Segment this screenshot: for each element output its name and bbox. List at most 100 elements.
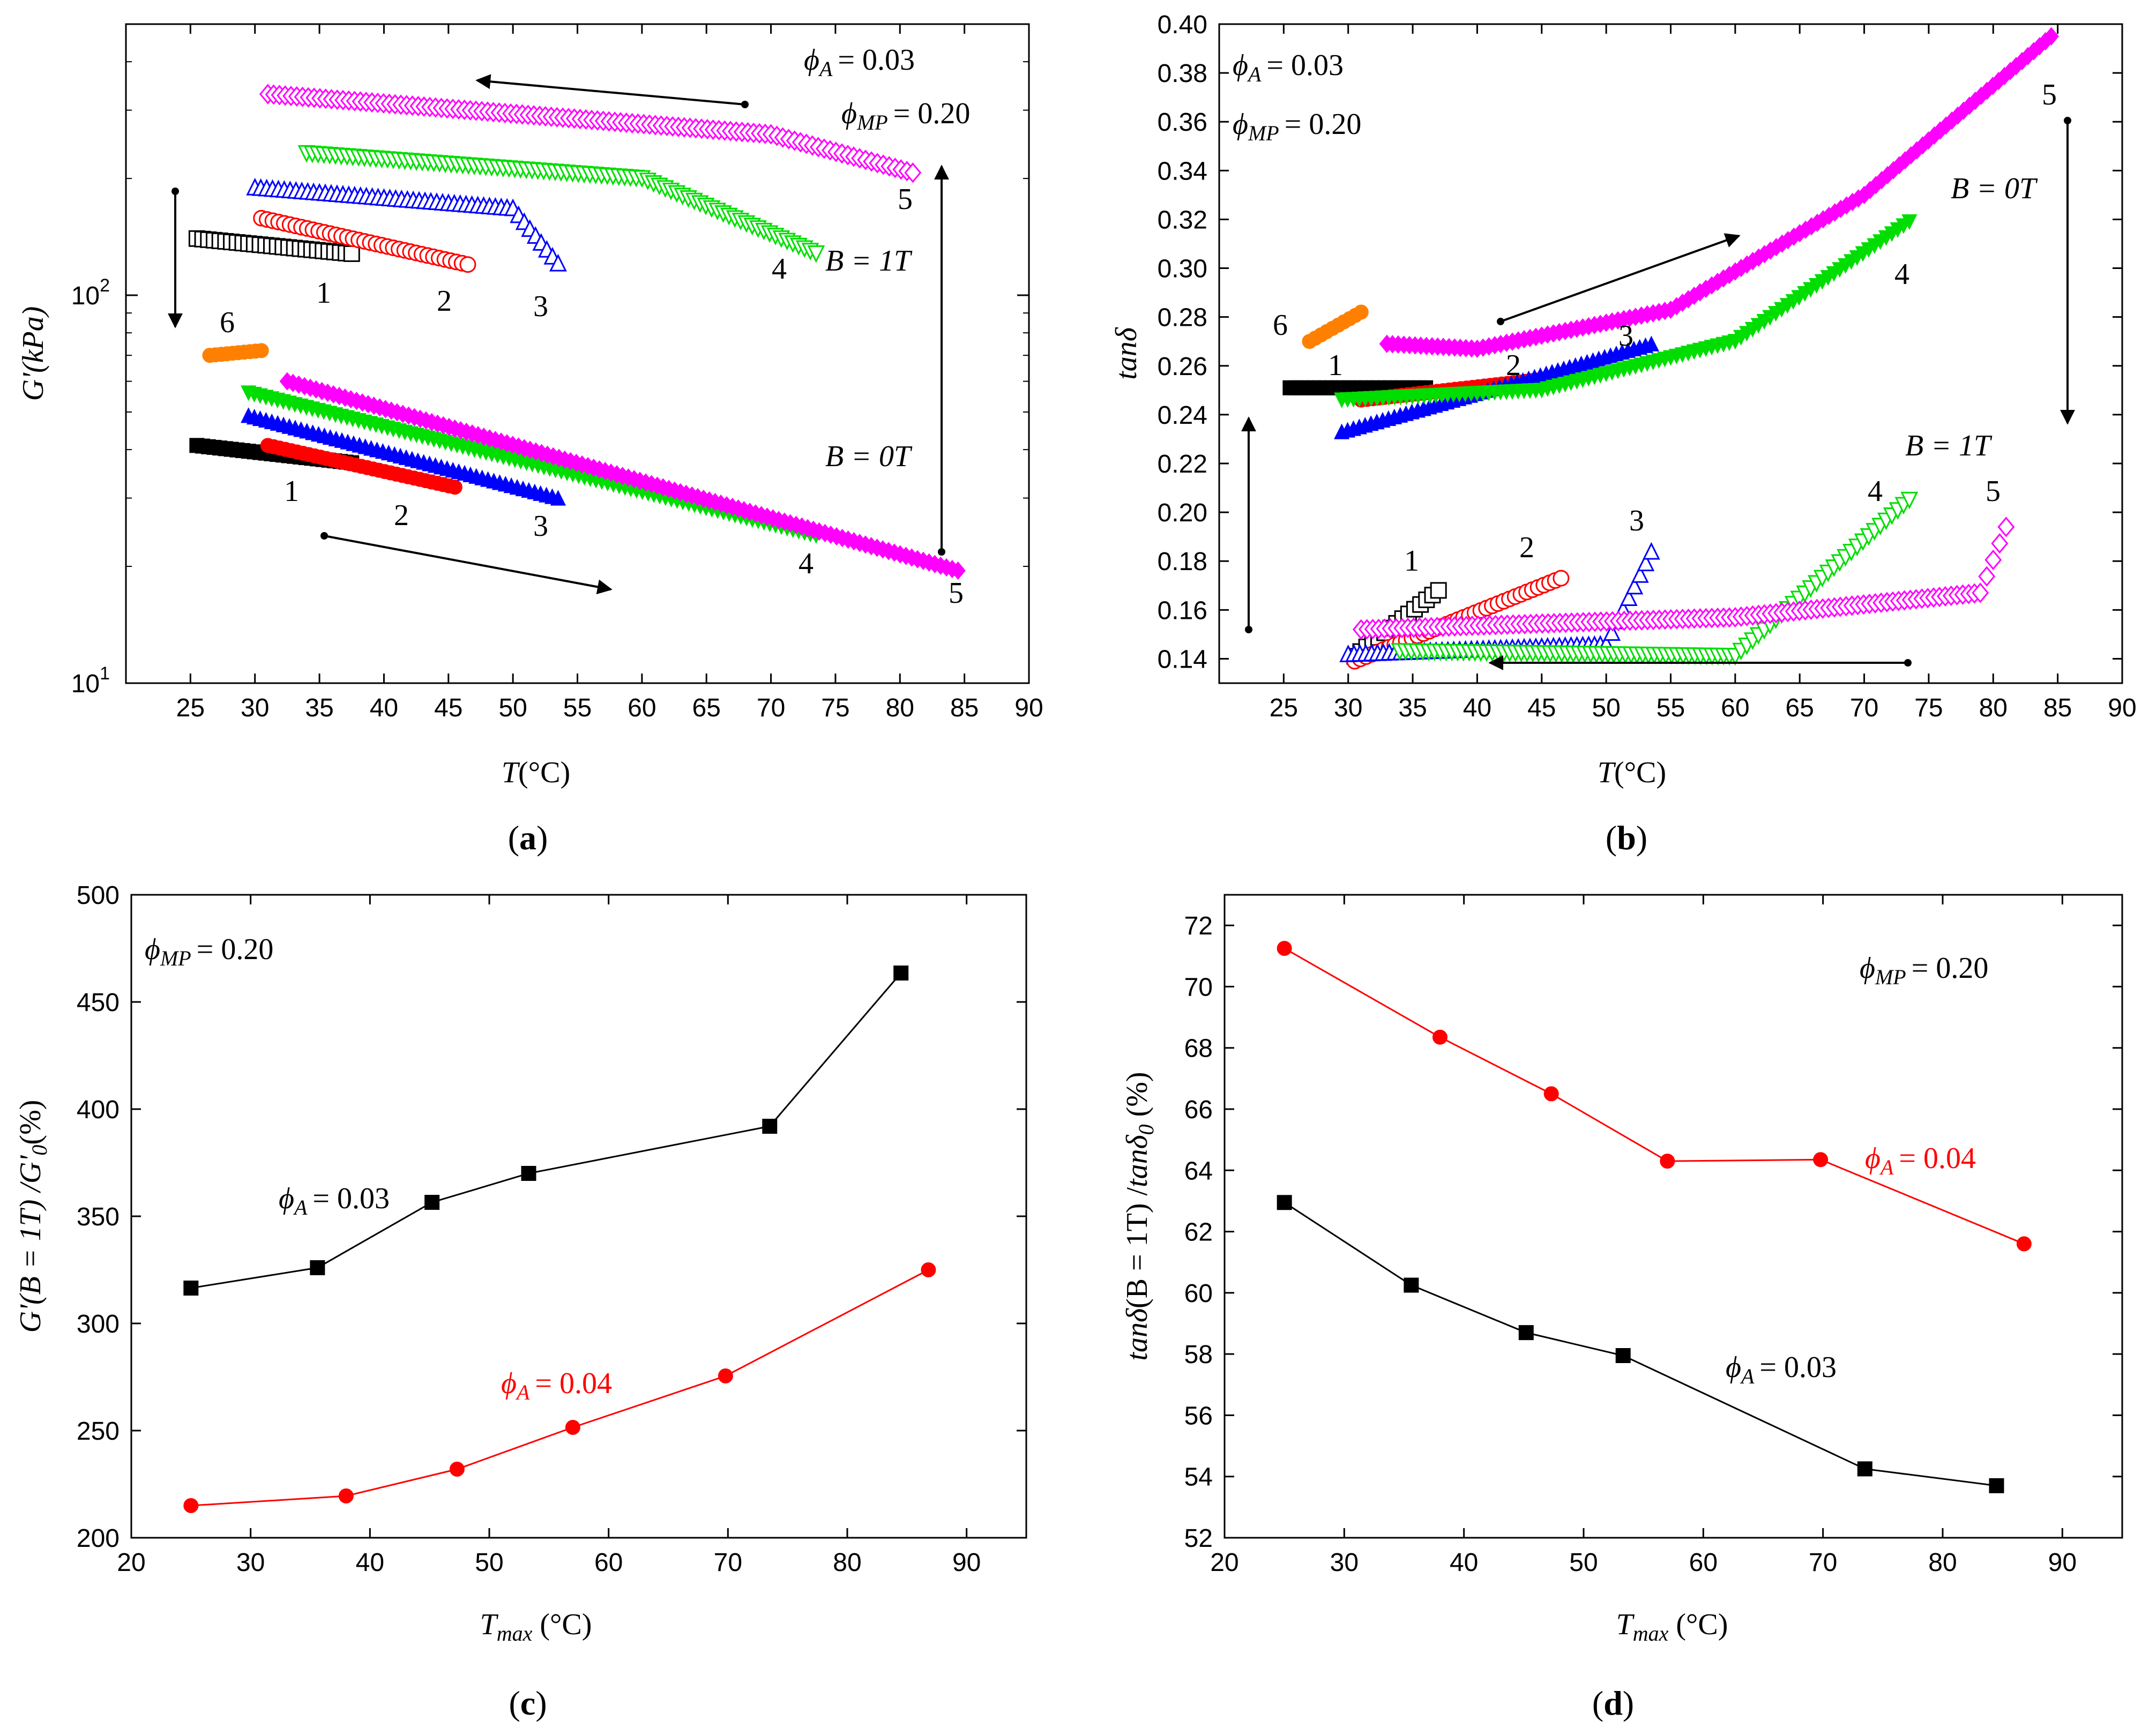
y-tick-label: 300 xyxy=(77,1310,120,1338)
x-tick-label: 30 xyxy=(1330,1548,1359,1577)
data-point xyxy=(1518,1325,1534,1341)
data-point xyxy=(1430,582,1447,599)
data-point xyxy=(2016,1236,2032,1252)
data-point xyxy=(921,1262,936,1277)
data-point xyxy=(950,561,966,580)
x-tick-label: 90 xyxy=(2108,694,2136,722)
data-point xyxy=(343,245,360,262)
data-point xyxy=(1972,582,1989,603)
data-point xyxy=(1553,570,1570,587)
x-tick-label: 65 xyxy=(1786,694,1814,722)
data-point xyxy=(893,966,909,981)
y-tick-label: 350 xyxy=(77,1203,120,1231)
label-3-1t: 3 xyxy=(533,290,548,323)
data-point xyxy=(183,1498,199,1513)
y-tick-label: 200 xyxy=(77,1524,120,1553)
x-tick-label: 40 xyxy=(356,1548,384,1577)
panel-b-curve-labels: 1 2 3 4 5 6 1 2 3 4 5 xyxy=(1273,78,2057,578)
blabel-4-1t: 4 xyxy=(1868,475,1883,508)
x-tick-label: 40 xyxy=(1463,694,1491,722)
y-tick-label: 0.22 xyxy=(1158,450,1207,478)
data-point xyxy=(1660,1154,1675,1169)
data-point xyxy=(1277,941,1292,956)
panel-a-caption: (a) xyxy=(508,819,548,857)
data-point xyxy=(550,490,566,506)
data-point xyxy=(762,1119,778,1134)
data-point xyxy=(1997,517,2015,537)
data-point xyxy=(1543,1086,1559,1102)
x-tick-label: 70 xyxy=(714,1548,742,1577)
x-tick-label: 35 xyxy=(1398,694,1427,722)
y-tick-label: 0.20 xyxy=(1158,499,1207,527)
panel-a-phiA: ϕA = 0.03 xyxy=(804,43,915,81)
panel-d-xlabel: Tmax (°C) xyxy=(1616,1608,1728,1645)
y-tick-label: 72 xyxy=(1184,912,1213,940)
data-point xyxy=(1631,565,1649,583)
data-point xyxy=(1615,1348,1631,1363)
x-tick-label: 70 xyxy=(757,694,785,722)
x-tick-label: 60 xyxy=(594,1548,623,1577)
data-point xyxy=(183,1281,199,1296)
data-point xyxy=(1991,533,2009,554)
label-3-0t: 3 xyxy=(533,510,548,543)
x-tick-label: 60 xyxy=(1689,1548,1718,1577)
x-tick-label: 50 xyxy=(1592,694,1620,722)
data-point xyxy=(1637,553,1655,572)
panel-a-xlabel: T(°C) xyxy=(502,756,570,789)
x-tick-label: 25 xyxy=(176,694,205,722)
x-tick-label: 75 xyxy=(821,694,849,722)
y-tick-label: 66 xyxy=(1184,1096,1213,1124)
data-point xyxy=(1901,214,1917,230)
panel-c: 20 30 40 50 60 70 80 90 200 250 300 350 400 450 500 G… xyxy=(14,881,1027,1722)
x-tick-label: 35 xyxy=(305,694,333,722)
label-4-0t: 4 xyxy=(799,547,814,580)
panel-a-b0: B = 0T xyxy=(825,440,913,473)
label-5-0t: 5 xyxy=(949,577,964,610)
panel-d-phiMP: ϕMP = 0.20 xyxy=(1860,952,1988,989)
panel-b-ylabel: tanδ xyxy=(1110,327,1143,380)
x-tick-label: 65 xyxy=(692,694,721,722)
x-tick-label: 60 xyxy=(628,694,656,722)
panel-d-caption: (d) xyxy=(1592,1684,1634,1722)
panel-c-caption: (c) xyxy=(509,1684,547,1722)
panel-a-curve-labels: 1 2 3 4 5 6 1 2 3 4 5 xyxy=(220,183,964,610)
data-point xyxy=(2043,27,2059,46)
panel-b-b0: B = 0T xyxy=(1951,172,2038,205)
panel-b-xlabel: T(°C) xyxy=(1598,756,1666,789)
y-tick-label: 0.18 xyxy=(1158,548,1207,576)
data-point xyxy=(1353,304,1369,320)
panel-d-ylabel: tanδ(B = 1T) /tanδ0 (%) xyxy=(1121,1072,1158,1360)
data-point xyxy=(424,1195,440,1210)
data-point xyxy=(1989,1478,2004,1493)
series-line xyxy=(191,1269,929,1507)
x-tick-label: 90 xyxy=(1014,694,1043,722)
y-tick-label: 0.28 xyxy=(1158,304,1207,332)
panel-a-phiMP: ϕMP = 0.20 xyxy=(841,97,970,134)
x-tick-label: 45 xyxy=(1527,694,1556,722)
data-point xyxy=(1642,542,1660,560)
panel-c-ylabel: G'(B = 1T) /G'0(%) xyxy=(14,1100,51,1333)
panel-a-b1: B = 1T xyxy=(825,244,913,278)
y-tick-label: 68 xyxy=(1184,1035,1213,1063)
blabel-3-1t: 3 xyxy=(1629,504,1644,537)
y-tick-label: 64 xyxy=(1184,1157,1213,1185)
arrow-heating-0t-b xyxy=(1500,233,1741,323)
x-tick-label: 70 xyxy=(1850,694,1878,722)
label-1-1t: 1 xyxy=(316,276,331,310)
x-tick-label: 80 xyxy=(833,1548,861,1577)
y-tick-label: 0.24 xyxy=(1158,401,1207,430)
blabel-2-0t: 2 xyxy=(1506,349,1521,382)
x-tick-label: 30 xyxy=(236,1548,265,1577)
panel-c-xlabel: Tmax (°C) xyxy=(480,1608,592,1645)
panel-c-series-label-004: ϕA = 0.04 xyxy=(501,1367,612,1404)
panel-b-phiMP: ϕMP = 0.20 xyxy=(1233,108,1361,145)
y-tick-label: 102 xyxy=(71,275,110,310)
label-6: 6 xyxy=(220,306,235,339)
x-tick-label: 45 xyxy=(434,694,462,722)
data-point xyxy=(449,1462,465,1477)
x-tick-label: 30 xyxy=(241,694,269,722)
blabel-1-0t: 1 xyxy=(1328,349,1343,382)
y-tick-label: 0.16 xyxy=(1158,596,1207,625)
